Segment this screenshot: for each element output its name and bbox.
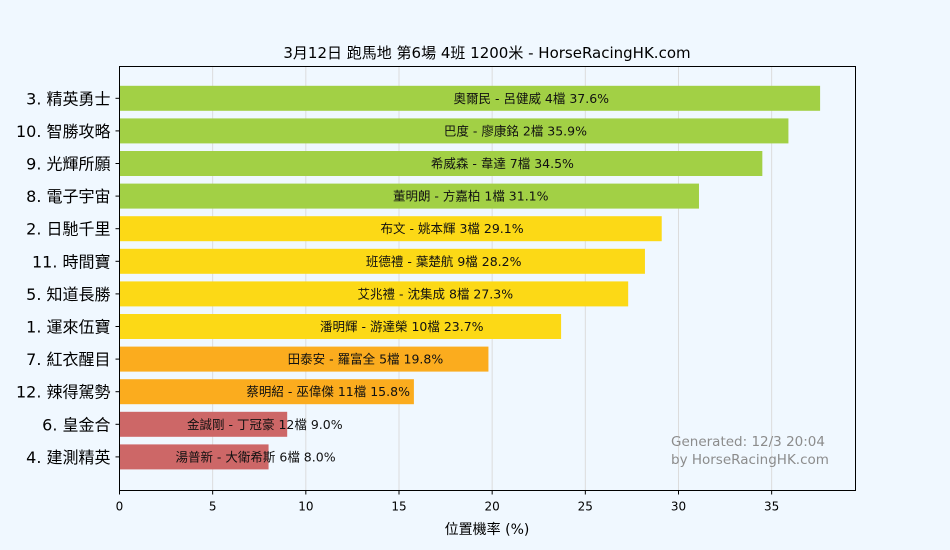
bar xyxy=(119,183,699,209)
x-tick-label: 35 xyxy=(764,500,779,514)
bar-label: 希威森 - 韋達 7檔 34.5% xyxy=(431,156,574,171)
y-axis-ticks: 3. 精英勇士 10. 智勝攻略 9. 光輝所願 8. 電子宇宙 2. 日馳千里 11. … xyxy=(16,89,120,467)
source-annotation: by HorseRacingHK.com xyxy=(671,452,829,468)
y-tick-label: 4. 建測精英 xyxy=(26,448,110,467)
bar xyxy=(119,411,288,437)
bar-label: 湯普新 - 大衛希斯 6檔 8.0% xyxy=(175,449,335,464)
y-tick-label: 9. 光輝所願 xyxy=(26,155,110,174)
y-tick-label: 1. 運來伍寶 xyxy=(26,318,110,337)
x-tick-label: 10 xyxy=(298,500,313,514)
bar-label: 奧爾民 - 呂健威 4檔 37.6% xyxy=(453,91,609,106)
x-axis-label: 位置機率 (%) xyxy=(445,521,530,538)
bars: 奧爾民 - 呂健威 4檔 37.6% 巴度 - 廖康銘 2檔 35.9% 希威森 -… xyxy=(119,85,821,470)
bar-label: 董明朗 - 方嘉柏 1檔 31.1% xyxy=(393,189,549,204)
bar-label: 潘明輝 - 游達榮 10檔 23.7% xyxy=(320,319,484,334)
y-tick-label: 8. 電子宇宙 xyxy=(26,187,110,206)
y-tick-label: 12. 辣得駕勢 xyxy=(16,383,111,402)
x-tick-label: 15 xyxy=(391,500,406,514)
bar xyxy=(119,216,662,242)
y-tick-label: 3. 精英勇士 xyxy=(26,89,110,108)
bar xyxy=(119,151,763,176)
bar-label: 田泰安 - 羅富全 5檔 19.8% xyxy=(288,352,444,367)
chart-title: 3月12日 跑馬地 第6場 4班 1200米 - HorseRacingHK.c… xyxy=(283,44,690,62)
bar-label: 班德禮 - 葉楚航 9檔 28.2% xyxy=(366,254,522,269)
bar xyxy=(119,379,414,405)
x-tick-label: 20 xyxy=(485,500,500,514)
bar xyxy=(119,314,562,339)
bar-label: 艾兆禮 - 沈集成 8檔 27.3% xyxy=(358,286,514,301)
bar xyxy=(119,85,821,111)
x-tick-label: 0 xyxy=(116,500,124,514)
bar-label: 布文 - 姚本輝 3檔 29.1% xyxy=(381,221,524,236)
bar xyxy=(119,346,489,372)
y-tick-label: 5. 知道長勝 xyxy=(26,285,110,304)
generated-annotation: Generated: 12/3 20:04 xyxy=(671,434,825,450)
bar-label: 巴度 - 廖康銘 2檔 35.9% xyxy=(444,123,587,138)
bar-label: 蔡明紹 - 巫偉傑 11檔 15.8% xyxy=(246,384,410,399)
y-tick-label: 11. 時間寶 xyxy=(32,252,111,271)
x-tick-label: 5 xyxy=(209,500,217,514)
x-tick-label: 30 xyxy=(671,500,686,514)
bar xyxy=(119,118,789,144)
bar xyxy=(119,444,269,470)
x-axis-ticks: 0 5 10 15 20 25 30 35 xyxy=(116,490,779,514)
bar xyxy=(119,248,645,274)
plot-frame xyxy=(119,66,856,491)
y-tick-label: 10. 智勝攻略 xyxy=(16,122,111,141)
y-tick-label: 6. 皇金合 xyxy=(42,415,110,434)
y-tick-label: 2. 日馳千里 xyxy=(26,220,110,239)
y-tick-label: 7. 紅衣醒目 xyxy=(26,350,110,369)
bar xyxy=(119,281,629,307)
bar-label: 金誠剛 - 丁冠豪 12檔 9.0% xyxy=(187,417,343,432)
x-tick-label: 25 xyxy=(578,500,593,514)
